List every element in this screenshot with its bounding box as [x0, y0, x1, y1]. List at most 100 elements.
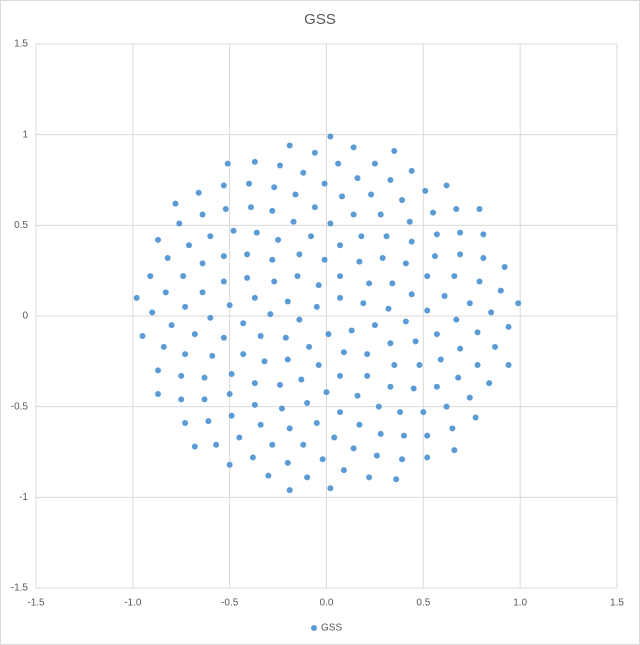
scatter-point [430, 209, 437, 216]
scatter-point [474, 329, 481, 336]
scatter-point [406, 218, 413, 225]
scatter-point [476, 206, 483, 213]
scatter-point [350, 144, 357, 151]
scatter-point [515, 300, 522, 307]
scatter-point [257, 421, 264, 428]
scatter-point [424, 454, 431, 461]
scatter-point [364, 372, 371, 379]
scatter-point [327, 485, 334, 492]
scatter-point [399, 456, 406, 463]
scatter-point [296, 316, 303, 323]
scatter-point [220, 253, 227, 260]
scatter-point [354, 392, 361, 399]
scatter-point [466, 394, 473, 401]
scatter-point [226, 302, 233, 309]
scatter-point [453, 206, 460, 213]
y-tick-label: 1 [22, 129, 28, 140]
scatter-point [340, 349, 347, 356]
y-tick-label: 0 [22, 311, 28, 322]
scatter-point [389, 280, 396, 287]
scatter-point [209, 352, 216, 359]
scatter-point [207, 314, 214, 321]
scatter-point [292, 191, 299, 198]
scatter-point [408, 238, 415, 245]
scatter-point [306, 343, 313, 350]
scatter-point [253, 229, 260, 236]
x-tick-label: -1.5 [27, 598, 45, 609]
scatter-point [385, 305, 392, 312]
scatter-point [433, 231, 440, 238]
scatter-point [486, 380, 493, 387]
scatter-point [368, 191, 375, 198]
scatter-point [371, 322, 378, 329]
scatter-point [257, 332, 264, 339]
scatter-point [350, 211, 357, 218]
scatter-point [182, 303, 189, 310]
scatter-point [340, 467, 347, 474]
scatter-point [457, 251, 464, 258]
scatter-point [480, 231, 487, 238]
scatter-point [246, 180, 253, 187]
scatter-point [480, 254, 487, 261]
scatter-point [199, 260, 206, 267]
scatter-point [296, 251, 303, 258]
scatter-point [453, 316, 460, 323]
scatter-point [337, 409, 344, 416]
scatter-point [505, 323, 512, 330]
scatter-point [424, 307, 431, 314]
scatter-point [155, 367, 162, 374]
scatter-point [399, 196, 406, 203]
scatter-point [410, 385, 417, 392]
scatter-point [400, 432, 407, 439]
scatter-point [308, 233, 315, 240]
scatter-point [207, 233, 214, 240]
scatter-point [226, 390, 233, 397]
scatter-point [168, 322, 175, 329]
scatter-point [182, 351, 189, 358]
scatter-point [377, 430, 384, 437]
scatter-point [387, 383, 394, 390]
scatter-point [313, 303, 320, 310]
scatter-point [228, 371, 235, 378]
scatter-point [424, 273, 431, 280]
scatter-point [172, 200, 179, 207]
scatter-point [304, 474, 311, 481]
scatter-point [191, 443, 198, 450]
scatter-point [220, 182, 227, 189]
scatter-point [393, 476, 400, 483]
scatter-point [178, 396, 185, 403]
scatter-point [286, 425, 293, 432]
scatter-point [191, 331, 198, 338]
y-tick-label: -0.5 [11, 401, 29, 412]
scatter-point [180, 273, 187, 280]
scatter-point [162, 289, 169, 296]
scatter-point [377, 211, 384, 218]
scatter-point [300, 441, 307, 448]
scatter-point [277, 162, 284, 169]
scatter-point [155, 236, 162, 243]
scatter-point [201, 396, 208, 403]
scatter-point [491, 343, 498, 350]
scatter-point [402, 318, 409, 325]
scatter-point [247, 204, 254, 211]
scatter-point [199, 211, 206, 218]
scatter-point [185, 242, 192, 249]
y-tick-label: -1.5 [11, 583, 29, 594]
scatter-point [337, 372, 344, 379]
scatter-point [373, 452, 380, 459]
scatter-point [449, 425, 456, 432]
scatter-point [420, 409, 427, 416]
x-tick-label: 1.0 [513, 598, 527, 609]
scatter-point [354, 175, 361, 182]
scatter-point [201, 374, 208, 381]
scatter-point [164, 254, 171, 261]
scatter-point [228, 412, 235, 419]
scatter-point [176, 220, 183, 227]
scatter-point [338, 193, 345, 200]
y-tick-label: 0.5 [14, 220, 28, 231]
scatter-point [323, 389, 330, 396]
scatter-point [327, 220, 334, 227]
scatter-point [348, 327, 355, 334]
scatter-point [315, 361, 322, 368]
